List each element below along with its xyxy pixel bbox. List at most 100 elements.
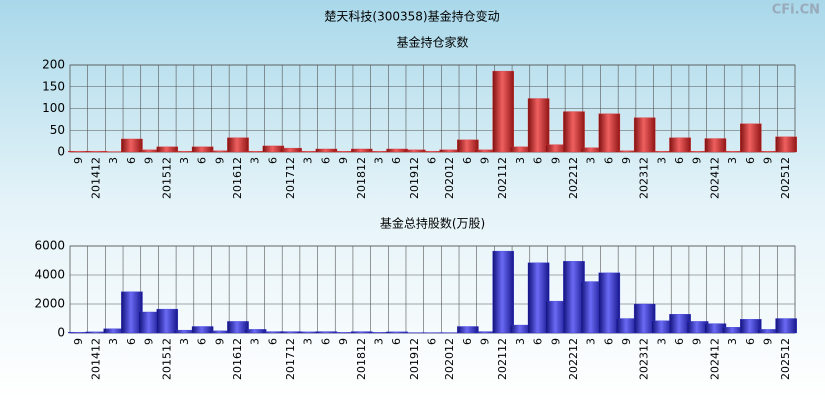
x-tick-label: 9	[213, 157, 226, 164]
y-tick-label: 6000	[34, 239, 65, 253]
bar	[227, 321, 249, 334]
x-tick-label: 9	[143, 157, 156, 164]
x-tick-label: 202212	[567, 338, 580, 380]
x-tick-label: 202212	[567, 157, 580, 199]
x-tick-label: 201412	[90, 157, 103, 199]
bar	[598, 272, 621, 334]
bar	[775, 318, 797, 334]
x-tick-label: 201512	[160, 338, 173, 380]
x-tick-label: 3	[107, 338, 120, 345]
bar	[669, 137, 691, 153]
bar	[121, 138, 143, 153]
x-tick-label: 201712	[284, 157, 297, 199]
bar	[191, 146, 214, 153]
x-tick-label: 6	[461, 157, 474, 164]
x-tick-label: 6	[744, 157, 757, 164]
x-tick-label: 6	[319, 338, 332, 345]
x-tick-label: 6	[390, 157, 403, 164]
x-tick-label: 9	[691, 338, 704, 345]
x-tick-label: 201512	[160, 157, 173, 199]
x-tick-label: 3	[726, 338, 739, 345]
x-tick-label: 6	[673, 157, 686, 164]
x-tick-label: 9	[143, 338, 156, 345]
x-tick-label: 201712	[284, 338, 297, 380]
x-tick-label: 3	[585, 338, 598, 345]
x-tick-label: 202112	[496, 157, 509, 199]
bar	[156, 146, 179, 153]
x-tick-label: 9	[549, 157, 562, 164]
x-tick-label: 3	[178, 157, 191, 164]
x-tick-label: 6	[461, 338, 474, 345]
x-tick-label: 202312	[638, 338, 651, 380]
x-tick-label: 6	[125, 157, 138, 164]
x-tick-label: 9	[72, 157, 85, 164]
x-tick-label: 3	[302, 157, 315, 164]
x-tick-label: 6	[532, 338, 545, 345]
x-tick-label: 201612	[231, 338, 244, 380]
bar	[775, 136, 797, 153]
x-tick-label: 202412	[708, 157, 721, 199]
x-tick-label: 201912	[408, 338, 421, 380]
x-tick-label: 9	[549, 338, 562, 345]
y-tick-label: 100	[42, 101, 65, 115]
bar	[598, 113, 621, 153]
x-tick-label: 9	[620, 338, 633, 345]
bar	[404, 149, 426, 153]
x-tick-label: 202112	[496, 338, 509, 380]
x-tick-label: 3	[372, 338, 385, 345]
bar	[315, 148, 338, 153]
page-title: 楚天科技(300358)基金持仓变动	[324, 9, 499, 24]
x-tick-label: 9	[479, 338, 492, 345]
x-tick-label: 202012	[443, 157, 456, 199]
bar	[527, 262, 550, 334]
bar	[740, 123, 762, 153]
x-tick-label: 6	[602, 338, 615, 345]
x-tick-label: 3	[726, 157, 739, 164]
x-tick-label: 6	[426, 338, 439, 345]
bar	[527, 98, 550, 153]
x-tick-label: 3	[372, 157, 385, 164]
bar	[457, 326, 479, 334]
bar	[563, 111, 585, 153]
x-tick-label: 6	[426, 157, 439, 164]
x-tick-label: 6	[602, 157, 615, 164]
x-tick-label: 3	[655, 157, 668, 164]
chart-title: 基金持仓家数	[396, 35, 468, 50]
bar	[191, 326, 214, 334]
x-tick-label: 202012	[443, 338, 456, 380]
x-tick-label: 9	[213, 338, 226, 345]
x-tick-label: 3	[514, 157, 527, 164]
bar	[244, 329, 267, 334]
x-tick-label: 9	[761, 157, 774, 164]
bar	[492, 250, 514, 334]
watermark: CFi.CN	[772, 3, 820, 18]
x-tick-label: 6	[673, 338, 686, 345]
x-tick-label: 9	[761, 338, 774, 345]
x-tick-label: 3	[178, 338, 191, 345]
x-tick-label: 6	[319, 157, 332, 164]
x-tick-label: 201612	[231, 157, 244, 199]
x-tick-label: 6	[266, 157, 279, 164]
x-tick-label: 6	[532, 157, 545, 164]
x-tick-label: 9	[337, 157, 350, 164]
x-tick-label: 9	[72, 338, 85, 345]
bar	[492, 70, 514, 153]
y-tick-label: 2000	[34, 297, 65, 311]
x-tick-label: 9	[337, 338, 350, 345]
y-tick-label: 0	[57, 145, 65, 159]
x-tick-label: 3	[585, 157, 598, 164]
y-tick-label: 50	[50, 123, 65, 137]
y-tick-label: 200	[42, 58, 65, 72]
y-tick-label: 4000	[34, 268, 65, 282]
bar	[156, 308, 179, 334]
chart-title: 基金总持股数(万股)	[380, 216, 485, 231]
x-tick-label: 3	[514, 338, 527, 345]
bar	[280, 147, 302, 153]
x-tick-label: 6	[266, 338, 279, 345]
x-tick-label: 9	[620, 157, 633, 164]
x-tick-label: 3	[249, 157, 262, 164]
x-tick-label: 3	[655, 338, 668, 345]
bar	[740, 319, 762, 334]
x-tick-label: 6	[196, 338, 209, 345]
x-tick-label: 201912	[408, 157, 421, 199]
